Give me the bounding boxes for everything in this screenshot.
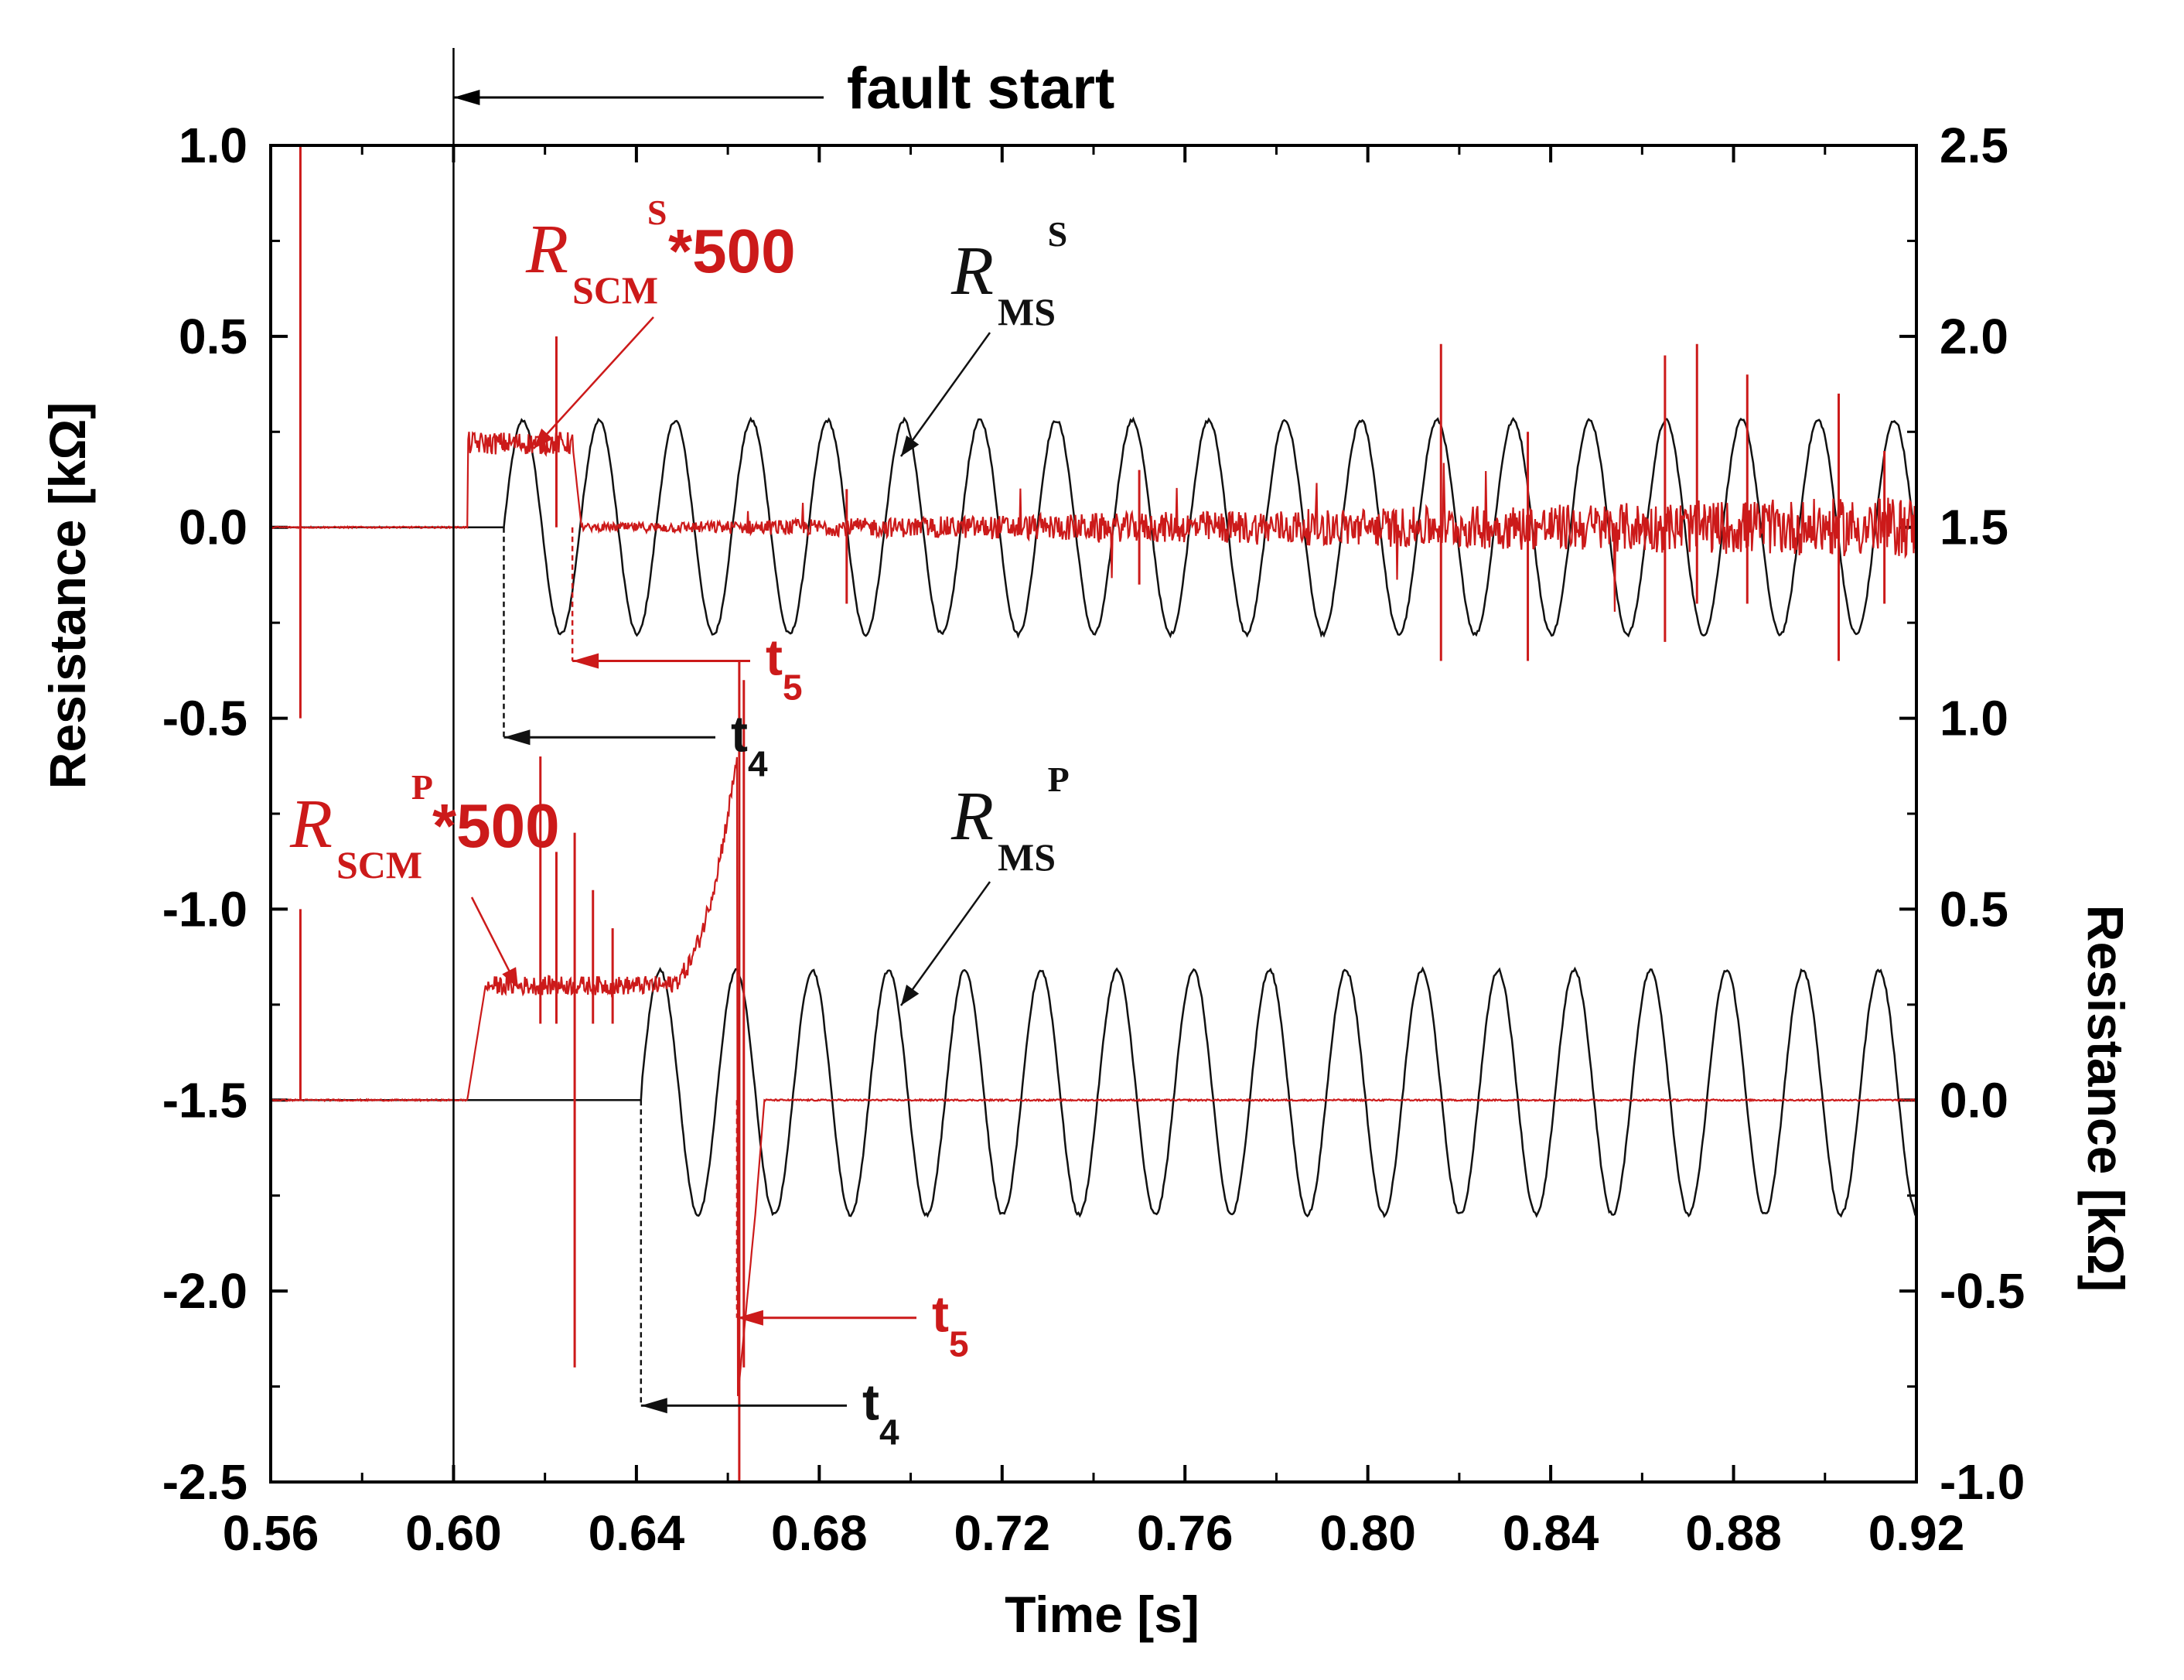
marker-t4-sub: 4 bbox=[748, 743, 768, 784]
fault-start-label: fault start bbox=[847, 56, 1114, 121]
series-rms-p bbox=[271, 966, 1917, 1218]
label-rscm_s-pointer bbox=[533, 316, 654, 449]
marker-t5-arrowhead bbox=[572, 653, 599, 669]
marker-t5-arrowhead bbox=[736, 1310, 763, 1326]
series-rms-s bbox=[271, 416, 1918, 639]
y-left-tick-label: -1.0 bbox=[162, 881, 247, 937]
series-layer bbox=[270, 145, 1918, 1482]
marker-t4-label: t bbox=[731, 705, 748, 762]
label-rscm_p-main: R bbox=[289, 786, 333, 862]
x-tick-label: 0.80 bbox=[1319, 1505, 1416, 1561]
marker-t5-sub: 5 bbox=[783, 668, 803, 708]
x-tick-label: 0.84 bbox=[1503, 1505, 1599, 1561]
marker-t4-sub: 4 bbox=[879, 1412, 899, 1452]
label-rms_s-pointer bbox=[899, 332, 991, 457]
label-rms_p-sup: P bbox=[1048, 760, 1070, 799]
label-rms_p-pointer bbox=[899, 881, 991, 1006]
y-left-tick-label: 0.0 bbox=[179, 500, 247, 555]
x-tick-label: 0.60 bbox=[405, 1505, 502, 1561]
x-tick-label: 0.72 bbox=[954, 1505, 1050, 1561]
y-right-tick-label: -0.5 bbox=[1940, 1263, 2025, 1319]
label-rms_s-sub: MS bbox=[998, 290, 1056, 333]
x-tick-label: 0.64 bbox=[589, 1505, 685, 1561]
x-tick-label: 0.92 bbox=[1868, 1505, 1965, 1561]
series-rscm-p bbox=[270, 756, 1917, 1397]
label-rscm_p-suffix: *500 bbox=[432, 791, 560, 860]
marker-t4-label: t bbox=[862, 1373, 879, 1430]
y-right-tick-label: 1.5 bbox=[1940, 500, 2008, 555]
label-rms_s-arrowhead bbox=[901, 435, 920, 456]
label-rscm_s-arrowhead bbox=[534, 429, 553, 449]
y-right-tick-label: 0.0 bbox=[1940, 1072, 2008, 1128]
label-rscm_p-arrowhead bbox=[502, 967, 518, 989]
label-rscm_s-main: R bbox=[525, 211, 568, 288]
marker-t5-label: t bbox=[932, 1286, 949, 1343]
x-axis-label: Time [s] bbox=[1005, 1586, 1199, 1643]
tick-labels: 0.56 0.60 0.64 0.68 0.72 0.76 0.80 0.84 0.88 0.92… bbox=[162, 118, 2025, 1561]
label-rscm_s-sup: S bbox=[647, 193, 667, 232]
label-rscm_s-sub: SCM bbox=[572, 268, 658, 312]
label-rms_s-sup: S bbox=[1048, 214, 1068, 254]
x-tick-label: 0.56 bbox=[223, 1505, 319, 1561]
y-left-tick-label: 1.0 bbox=[179, 118, 247, 173]
marker-t4-arrowhead bbox=[640, 1398, 667, 1414]
x-tick-label: 0.76 bbox=[1137, 1505, 1234, 1561]
fault-start-arrowhead bbox=[453, 90, 480, 105]
y-right-tick-label: 0.5 bbox=[1940, 881, 2008, 937]
label-rms_p-arrowhead bbox=[901, 985, 920, 1006]
label-rscm_p-sub: SCM bbox=[336, 843, 422, 886]
y-right-tick-label: 1.0 bbox=[1940, 691, 2008, 746]
x-tick-label: 0.88 bbox=[1685, 1505, 1782, 1561]
label-rms_p-sub: MS bbox=[998, 835, 1056, 879]
label-rms_p-main: R bbox=[950, 778, 994, 855]
y-right-tick-label: -1.0 bbox=[1940, 1454, 2025, 1510]
x-tick-label: 0.68 bbox=[771, 1505, 868, 1561]
marker-t4-arrowhead bbox=[503, 729, 531, 746]
marker-t5-label: t bbox=[766, 629, 783, 686]
series-rscm-s bbox=[270, 431, 1918, 612]
y-left-tick-label: 0.5 bbox=[179, 309, 247, 364]
y-left-tick-label: -2.5 bbox=[162, 1454, 247, 1510]
y-left-tick-label: -1.5 bbox=[162, 1072, 247, 1128]
y-right-tick-label: 2.0 bbox=[1940, 309, 2008, 364]
label-rms_s-main: R bbox=[950, 233, 994, 309]
label-rscm_s-suffix: *500 bbox=[668, 217, 796, 285]
y-right-tick-label: 2.5 bbox=[1940, 118, 2008, 173]
label-rscm_p-sup: P bbox=[411, 767, 433, 807]
y-left-tick-label: -0.5 bbox=[162, 691, 247, 746]
y-axis-left-label: Resistance [kΩ] bbox=[39, 402, 96, 789]
marker-t5-sub: 5 bbox=[949, 1324, 969, 1364]
y-left-tick-label: -2.0 bbox=[162, 1263, 247, 1319]
plot-frame bbox=[269, 144, 1918, 1484]
y-axis-right-label: Resistance [kΩ] bbox=[2077, 905, 2135, 1292]
